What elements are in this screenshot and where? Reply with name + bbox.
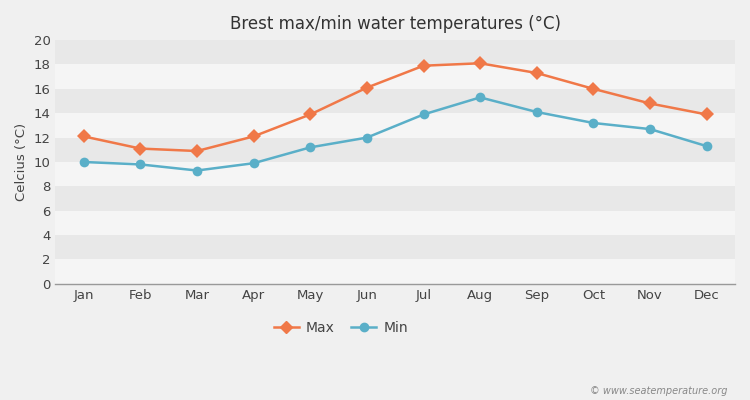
Y-axis label: Celcius (°C): Celcius (°C) [15, 123, 28, 201]
Bar [56, 40, 735, 64]
Max [532, 71, 542, 76]
Max [193, 149, 202, 154]
Min [80, 160, 88, 164]
Bar [56, 186, 735, 211]
Max [362, 85, 371, 90]
Bar [56, 260, 735, 284]
Min [419, 112, 428, 117]
Max [646, 101, 655, 106]
Max [589, 86, 598, 91]
Line: Min: Min [79, 92, 712, 175]
Bar [56, 64, 735, 89]
Min [136, 162, 145, 167]
Max [306, 112, 315, 117]
Min [249, 161, 258, 166]
Min [646, 127, 655, 132]
Bar [56, 162, 735, 186]
Text: © www.seatemperature.org: © www.seatemperature.org [590, 386, 728, 396]
Min [306, 145, 315, 150]
Min [589, 120, 598, 125]
Min [702, 144, 711, 148]
Min [193, 168, 202, 173]
Max [476, 61, 484, 66]
Min [532, 110, 542, 114]
Max [702, 112, 711, 117]
Max [80, 134, 88, 139]
Min [362, 135, 371, 140]
Bar [56, 235, 735, 260]
Max [419, 63, 428, 68]
Max [136, 146, 145, 151]
Max [249, 134, 258, 139]
Min [476, 95, 484, 100]
Bar [56, 138, 735, 162]
Title: Brest max/min water temperatures (°C): Brest max/min water temperatures (°C) [230, 15, 561, 33]
Bar [56, 89, 735, 113]
Line: Max: Max [79, 58, 712, 156]
Bar [56, 211, 735, 235]
Bar [56, 113, 735, 138]
Legend: Max, Min: Max, Min [268, 315, 413, 340]
